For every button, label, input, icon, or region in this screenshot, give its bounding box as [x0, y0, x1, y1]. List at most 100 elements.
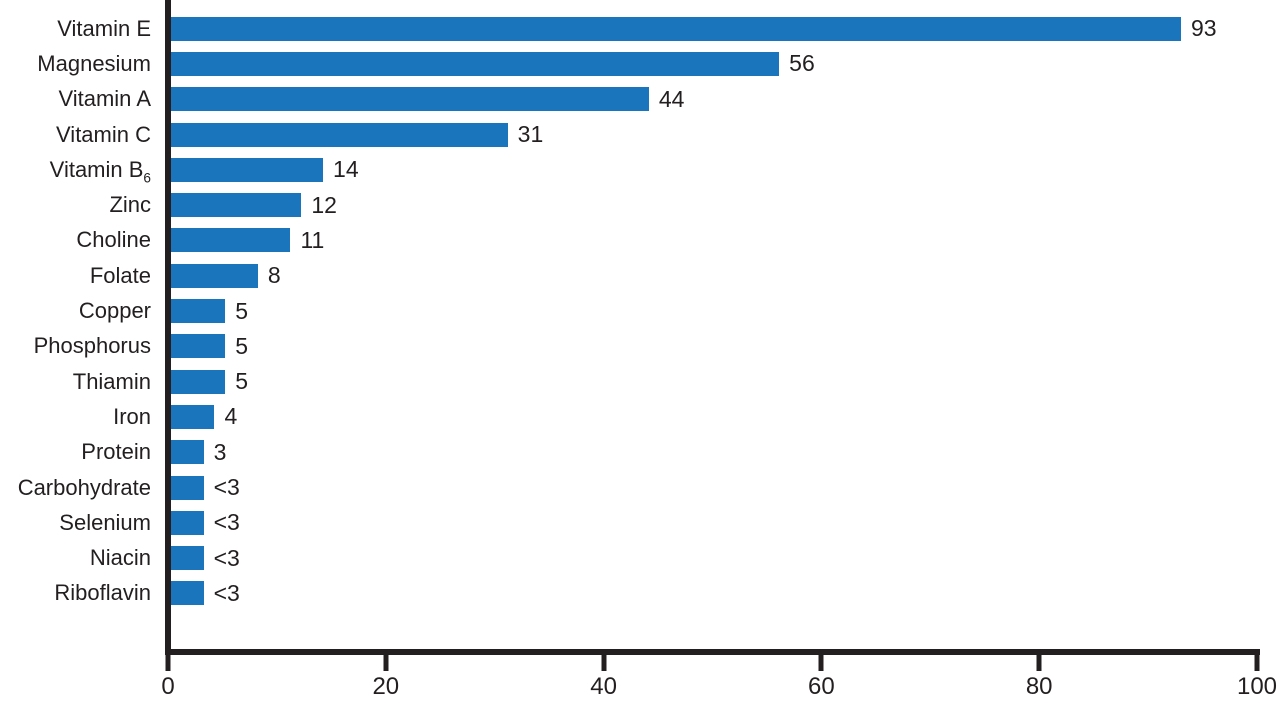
- chart-row: Selenium <3: [0, 505, 1257, 540]
- chart-row: Carbohydrate <3: [0, 470, 1257, 505]
- bar-track: 5: [171, 332, 1257, 359]
- bar: [171, 193, 302, 218]
- chart-row: Vitamin B6 14: [0, 152, 1257, 187]
- bar-track: 56: [171, 50, 1257, 77]
- value-label: 5: [235, 332, 249, 359]
- x-tick-mark: [818, 653, 824, 671]
- bar: [171, 228, 291, 253]
- bar-track: 11: [171, 226, 1257, 253]
- value-label: 5: [235, 297, 249, 324]
- category-label: Vitamin A: [58, 86, 151, 112]
- chart-row: Choline 11: [0, 223, 1257, 258]
- category-label: Vitamin C: [56, 121, 151, 147]
- category-label: Iron: [113, 403, 151, 429]
- bar-track: 93: [171, 15, 1257, 42]
- x-tick-mark: [165, 653, 171, 671]
- value-label: 3: [213, 438, 227, 465]
- bar-track: 5: [171, 368, 1257, 395]
- x-tick-label: 0: [161, 673, 175, 700]
- chart-row: Niacin <3: [0, 540, 1257, 575]
- value-label: <3: [213, 544, 240, 571]
- bar-track: <3: [171, 474, 1257, 500]
- bar-track: 3: [171, 438, 1257, 465]
- chart-row: Magnesium 56: [0, 46, 1257, 81]
- bar: [171, 475, 204, 500]
- category-label: Protein: [81, 439, 151, 465]
- bar: [171, 157, 324, 182]
- chart-row: Riboflavin <3: [0, 576, 1257, 611]
- bar-track: 14: [171, 157, 1257, 182]
- bar-track: <3: [171, 544, 1257, 571]
- category-label-subscript: 6: [143, 170, 151, 186]
- x-tick-mark: [1036, 653, 1042, 671]
- chart-rows: Vitamin E 93 Magnesium 56 Vitamin A 44 Vitamin…: [0, 11, 1257, 611]
- value-label: 11: [300, 226, 325, 253]
- value-label: 4: [224, 403, 238, 430]
- bar-track: 31: [171, 121, 1257, 148]
- bar: [171, 581, 204, 606]
- category-label: Zinc: [109, 192, 151, 218]
- chart-row: Zinc 12: [0, 187, 1257, 222]
- value-label: <3: [213, 509, 240, 536]
- bar-track: <3: [171, 579, 1257, 606]
- value-label: <3: [213, 474, 240, 500]
- chart-row: Vitamin E 93: [0, 11, 1257, 46]
- chart-row: Thiamin 5: [0, 364, 1257, 399]
- value-label: 8: [267, 262, 281, 289]
- bar: [171, 404, 215, 429]
- value-label: 31: [517, 121, 544, 148]
- x-tick-mark: [1254, 653, 1260, 671]
- bar-track: 44: [171, 85, 1257, 112]
- x-tick-label: 40: [590, 673, 617, 700]
- bar: [171, 299, 226, 324]
- category-label: Copper: [78, 298, 151, 324]
- chart-row: Vitamin A 44: [0, 82, 1257, 117]
- bar-track: 12: [171, 191, 1257, 218]
- value-label: <3: [213, 579, 240, 606]
- category-label: Niacin: [89, 545, 151, 571]
- x-tick-label: 60: [808, 673, 835, 700]
- chart-row: Iron 4: [0, 399, 1257, 434]
- bar: [171, 122, 508, 147]
- value-label: 44: [658, 85, 685, 112]
- chart-row: Copper 5: [0, 293, 1257, 328]
- chart-row: Folate 8: [0, 258, 1257, 293]
- category-label: Folate: [89, 262, 151, 288]
- bar: [171, 51, 780, 76]
- bar: [171, 440, 204, 465]
- bar: [171, 16, 1181, 41]
- category-label: Thiamin: [72, 368, 151, 394]
- x-tick-label: 100: [1236, 673, 1278, 700]
- category-label: Selenium: [59, 509, 151, 535]
- chart-row: Protein 3: [0, 435, 1257, 470]
- bar-track: 8: [171, 262, 1257, 289]
- bar: [171, 546, 204, 571]
- value-label: 5: [235, 368, 249, 395]
- bar-track: 4: [171, 403, 1257, 430]
- bar: [171, 369, 226, 394]
- value-label: 12: [311, 191, 337, 218]
- category-label: Carbohydrate: [17, 474, 151, 500]
- category-label: Vitamin B6: [49, 156, 151, 186]
- bar: [171, 510, 204, 535]
- category-label: Magnesium: [37, 50, 151, 76]
- value-label: 56: [789, 50, 815, 77]
- x-tick-label: 80: [1025, 673, 1053, 700]
- bar: [171, 87, 649, 112]
- x-tick-mark: [601, 653, 607, 671]
- x-tick-mark: [383, 653, 389, 671]
- category-label: Choline: [76, 227, 151, 253]
- axes-frame: [165, 0, 1260, 655]
- chart-row: Vitamin C 31: [0, 117, 1257, 152]
- bar: [171, 263, 258, 288]
- x-tick-label: 20: [372, 673, 400, 700]
- category-label: Phosphorus: [33, 333, 151, 359]
- bar: [171, 334, 226, 359]
- category-label: Riboflavin: [54, 580, 151, 606]
- value-label: 93: [1190, 15, 1217, 42]
- bar-track: 5: [171, 297, 1257, 324]
- chart-row: Phosphorus 5: [0, 329, 1257, 364]
- bar-track: <3: [171, 509, 1257, 536]
- category-label: Vitamin E: [57, 15, 151, 41]
